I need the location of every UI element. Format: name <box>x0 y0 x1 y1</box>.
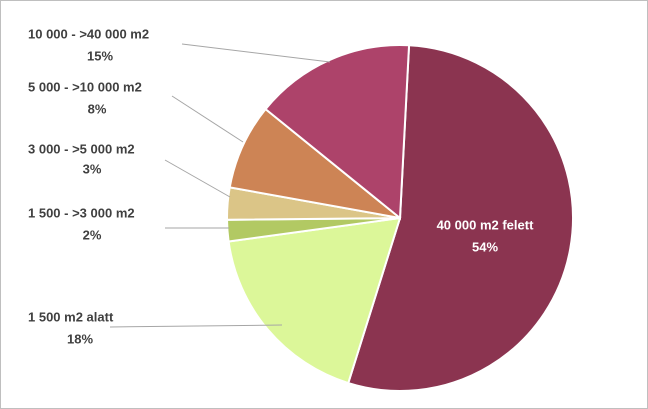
slice-label: 40 000 m2 felett <box>437 217 535 232</box>
slice-value-label: 8% <box>88 101 107 116</box>
slice-label: 1 500 - >3 000 m2 <box>28 205 135 220</box>
slice-value-label: 54% <box>472 239 498 254</box>
slice-label: 5 000 - >10 000 m2 <box>28 79 142 94</box>
pie-slice <box>227 216 402 385</box>
leader-line <box>109 324 283 328</box>
pie-slice <box>347 44 574 392</box>
leader-line <box>181 43 331 63</box>
slice-value-label: 15% <box>87 48 113 63</box>
leader-line <box>164 159 231 198</box>
slice-label: 1 500 m2 alatt <box>28 309 114 324</box>
slice-value-label: 2% <box>83 227 102 242</box>
slice-value-label: 18% <box>67 331 93 346</box>
slice-label: 10 000 - >40 000 m2 <box>28 26 149 41</box>
slice-label: 3 000 - >5 000 m2 <box>28 141 135 156</box>
slice-value-label: 3% <box>83 161 102 176</box>
leader-line <box>171 95 244 143</box>
pie-slice <box>264 44 411 221</box>
